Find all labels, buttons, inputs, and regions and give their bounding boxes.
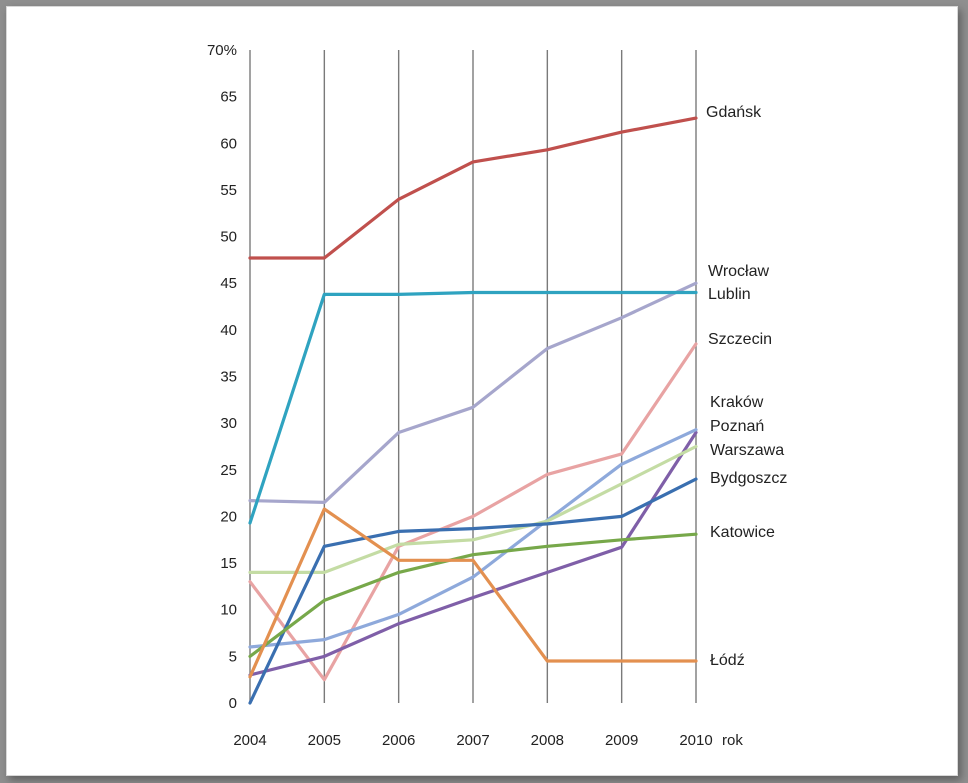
x-tick-label: 2004: [233, 732, 266, 749]
series-line-Warszawa: [248, 444, 698, 575]
series-line-Bydgoszcz: [248, 477, 698, 705]
series-labels: Gdańsk Wrocław Lublin Szczecin Kraków Poznań W…: [706, 104, 787, 669]
series-label-Katowice: Katowice: [710, 524, 775, 541]
series-label-Warszawa: Warszawa: [710, 442, 784, 459]
series-line-Wrocław: [248, 281, 698, 504]
y-tick-label: 40: [220, 322, 237, 339]
x-tick-label: 2008: [531, 732, 564, 749]
series-label-Łódź: Łódź: [710, 652, 745, 669]
y-tick-label: 65: [220, 89, 237, 106]
x-tick-label: 2009: [605, 732, 638, 749]
chart-frame: 0 5 10 15 20 25 30 35 40 45 50 55 60 65 70% 2004 2005 20…: [6, 6, 958, 776]
y-tick-label: 10: [220, 602, 237, 619]
x-tick-label: 2007: [456, 732, 489, 749]
y-tick-label: 20: [220, 508, 237, 525]
series-line-Gdańsk: [248, 116, 698, 260]
x-axis-ticks: 2004 2005 2006 2007 2008 2009 2010: [233, 732, 712, 749]
y-tick-label: 5: [229, 648, 237, 665]
series-lines: [248, 116, 698, 705]
y-tick-label: 60: [220, 135, 237, 152]
x-axis-label: rok: [722, 732, 743, 749]
x-tick-label: 2005: [308, 732, 341, 749]
series-line-Lublin: [248, 290, 698, 525]
series-label-Szczecin: Szczecin: [708, 331, 772, 348]
series-label-Gdańsk: Gdańsk: [706, 104, 762, 121]
series-line-Szczecin: [248, 342, 698, 682]
series-label-Kraków: Kraków: [710, 394, 764, 411]
y-tick-label: 30: [220, 415, 237, 432]
y-tick-label: 35: [220, 369, 237, 386]
y-tick-label: 25: [220, 462, 237, 479]
series-line-Katowice: [248, 532, 698, 659]
y-axis-ticks: 0 5 10 15 20 25 30 35 40 45 50 55 60 65 70%: [207, 42, 237, 712]
series-line-Łódź: [248, 507, 698, 679]
series-label-Poznań: Poznań: [710, 418, 764, 435]
grid-lines: [249, 50, 697, 703]
y-tick-label: 45: [220, 275, 237, 292]
series-label-Wrocław: Wrocław: [708, 263, 769, 280]
series-label-Lublin: Lublin: [708, 286, 751, 303]
y-tick-label: 0: [229, 695, 237, 712]
series-label-Bydgoszcz: Bydgoszcz: [710, 470, 787, 487]
series-line-Kraków: [248, 430, 698, 677]
y-tick-label: 55: [220, 182, 237, 199]
x-tick-label: 2010: [679, 732, 712, 749]
y-tick-label: 15: [220, 555, 237, 572]
series-line-Poznań: [248, 428, 698, 649]
y-tick-label: 50: [220, 229, 237, 246]
x-tick-label: 2006: [382, 732, 415, 749]
y-tick-label: 70%: [207, 42, 237, 59]
